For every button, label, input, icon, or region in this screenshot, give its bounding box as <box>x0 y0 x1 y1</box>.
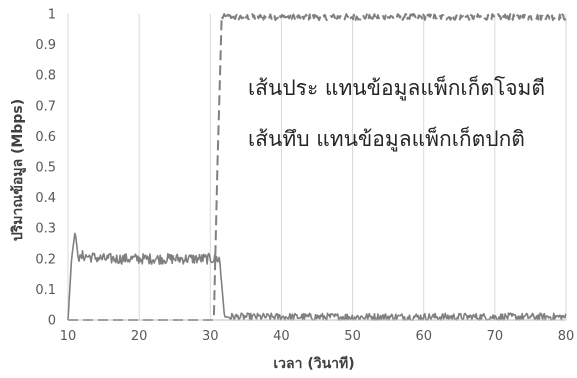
y-tick-label: 0.6 <box>35 130 56 145</box>
y-tick-label: 0.3 <box>35 222 56 237</box>
y-tick-label: 1 <box>48 8 56 23</box>
y-tick-label: 0.2 <box>35 252 56 267</box>
x-tick-labels: 10 20 30 40 50 60 70 80 <box>60 329 575 344</box>
y-tick-labels: 0 0.1 0.2 0.3 0.4 0.5 0.6 0.7 0.8 0.9 1 <box>35 8 56 329</box>
solid-series-line <box>67 232 567 321</box>
x-tick-label: 70 <box>487 329 504 344</box>
x-tick-label: 80 <box>558 329 575 344</box>
x-tick-label: 10 <box>60 329 77 344</box>
dashed-series-line <box>67 13 567 321</box>
series-group <box>67 13 567 321</box>
y-axis-title: ปริมาณข้อมูล (Mbps) <box>10 99 26 241</box>
y-tick-label: 0.1 <box>35 283 56 298</box>
x-axis-title: เวลา (วินาที) <box>273 356 354 372</box>
y-tick-label: 0 <box>48 314 56 329</box>
y-tick-label: 0.8 <box>35 69 56 84</box>
annotation-solid-line: เส้นทึบ แทนข้อมูลแพ็กเก็ตปกติ <box>248 125 525 152</box>
y-tick-label: 0.7 <box>35 99 56 114</box>
annotation-dashed-line: เส้นประ แทนข้อมูลแพ็กเก็ตโจมตี <box>248 74 545 101</box>
x-tick-label: 60 <box>415 329 432 344</box>
grid-lines <box>67 14 567 320</box>
x-tick-label: 20 <box>131 329 148 344</box>
x-tick-label: 50 <box>344 329 361 344</box>
y-tick-label: 0.4 <box>35 191 56 206</box>
x-tick-label: 40 <box>273 329 290 344</box>
y-tick-label: 0.9 <box>35 38 56 53</box>
y-tick-label: 0.5 <box>35 161 56 176</box>
x-tick-label: 30 <box>202 329 219 344</box>
